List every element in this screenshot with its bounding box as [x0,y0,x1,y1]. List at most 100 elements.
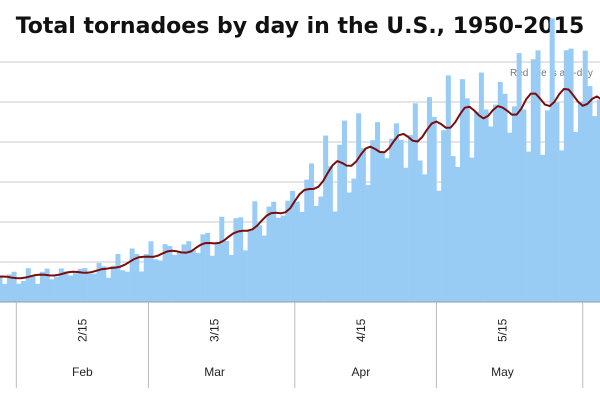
day-bar [474,111,480,303]
date-tick-label: 3/15 [208,318,222,342]
day-bar [39,271,45,302]
month-label: Mar [204,365,225,379]
day-bar [408,135,414,302]
day-bar [337,144,343,302]
day-bar [275,217,281,302]
day-bar [379,152,385,302]
day-bar [209,255,215,302]
date-tick-label: 2/15 [75,318,89,342]
day-bar [242,250,248,302]
day-bar [247,230,253,302]
day-bar [384,158,390,302]
day-bar [280,215,286,302]
day-bar [493,104,499,302]
day-bar [398,139,404,302]
day-bar [82,268,88,302]
day-bar [162,244,168,302]
day-bar [35,283,41,302]
day-bar [205,232,211,302]
day-bar [49,279,55,302]
day-bar [507,132,513,302]
day-bar [469,157,475,302]
day-bar [285,200,291,302]
day-bar [360,148,366,302]
day-bar [530,59,536,302]
day-bar [77,268,83,302]
day-bar [431,116,437,302]
day-bar [346,192,352,302]
day-bar [148,241,154,302]
day-bar [139,271,145,302]
day-bar [224,240,230,302]
day-bar [460,79,466,302]
day-bar [488,126,494,302]
day-bar [228,254,234,302]
day-bar [393,123,399,302]
day-bar [214,242,220,302]
day-bar [44,268,50,302]
day-bar [25,268,31,302]
day-bar [323,135,329,302]
day-bar [68,275,74,302]
month-label: Apr [352,365,371,379]
day-bar [167,245,173,302]
day-bar [549,18,555,302]
day-bar [257,225,263,302]
day-bar [554,102,560,302]
day-bar [422,174,428,302]
day-bar [521,109,527,302]
day-bar [16,283,22,302]
day-bar [497,81,503,302]
day-bar [370,140,376,302]
day-bar [563,50,569,303]
day-bar [332,211,338,302]
month-label: May [491,365,514,379]
day-bar [266,206,272,302]
day-bar [11,271,17,302]
day-bar [153,259,159,302]
day-bar [516,53,522,302]
day-bar [304,179,310,302]
day-bar [502,93,508,302]
day-bar [238,217,244,302]
day-bar [587,86,593,302]
day-bar [72,273,78,302]
day-bar [540,154,546,302]
average-line [0,88,600,280]
day-bar [450,156,456,302]
day-bar [445,75,451,303]
day-bar [342,120,348,302]
day-bar [58,268,64,302]
day-bar [318,196,324,302]
day-bar [129,248,135,302]
day-bar [436,190,442,302]
day-bar [535,50,541,302]
day-bar [441,130,447,302]
day-bar [592,116,598,303]
date-tick-label: 5/15 [495,318,509,342]
day-bar [195,253,201,302]
day-bar [120,270,126,302]
day-bar [252,201,258,302]
day-bar [181,244,187,302]
day-bar [2,283,8,302]
day-bar [573,132,579,302]
day-bar [455,166,461,302]
day-bar [271,201,277,302]
bar-series [0,18,600,303]
day-bar [115,253,121,302]
day-bar [568,48,574,303]
day-bar [101,266,107,302]
day-bar [110,265,116,302]
day-bar [351,178,357,302]
day-bar [200,234,206,302]
day-bar [87,273,93,302]
day-bar [290,190,296,302]
day-bar [483,109,489,302]
day-bar [596,99,600,303]
day-bar [365,185,371,302]
day-bar [157,260,163,302]
day-bar [91,273,97,302]
